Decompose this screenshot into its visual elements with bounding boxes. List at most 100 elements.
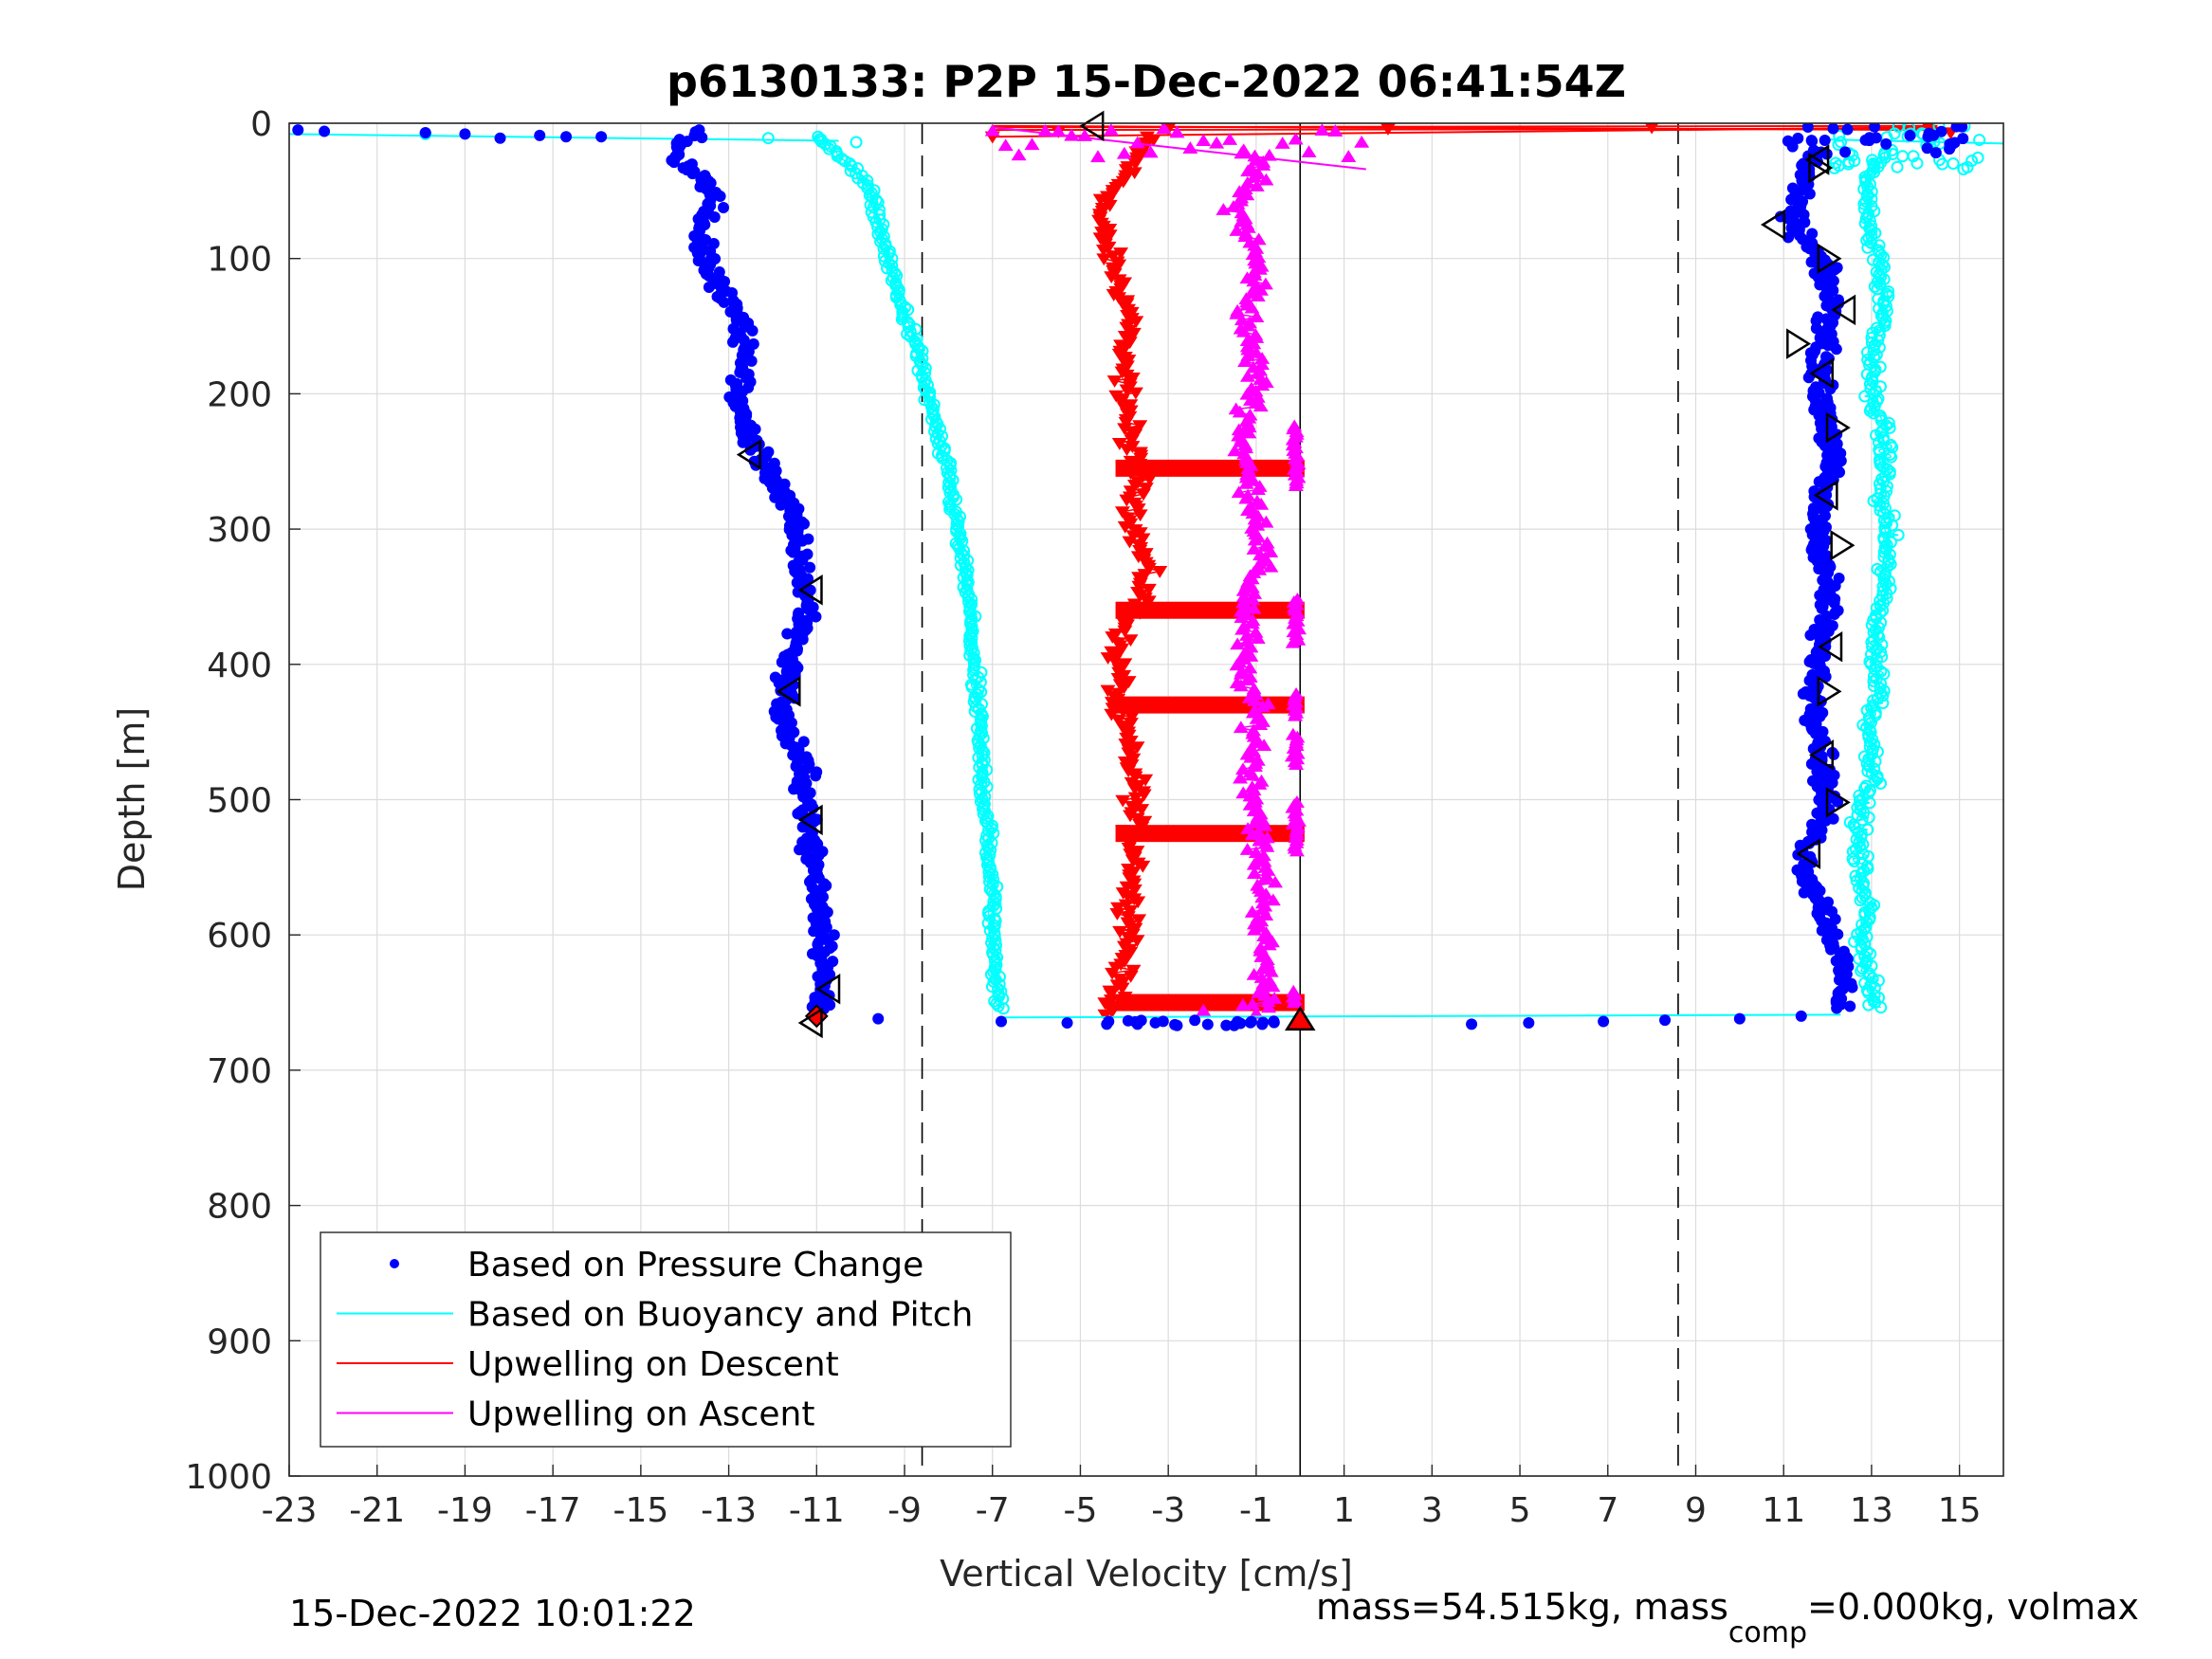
ascent-point [1259, 839, 1275, 852]
pressure-point [1870, 132, 1882, 144]
x-tick-label: 1 [1333, 1491, 1355, 1530]
buoyancy-segment [1873, 391, 1877, 394]
ascent-point [1289, 757, 1305, 770]
plot-data [289, 123, 2003, 1476]
buoyancy-point [814, 133, 828, 146]
ascent-point [1231, 485, 1247, 499]
buoyancy-segment [1878, 447, 1892, 451]
ascent-point [1256, 738, 1272, 752]
pressure-point [319, 125, 331, 137]
buoyancy-segment [1868, 790, 1872, 794]
buoyancy-segment [948, 506, 951, 510]
buoyancy-segment [1869, 661, 1872, 665]
ascent-point [1225, 199, 1241, 212]
pressure-point [595, 131, 608, 143]
buoyancy-segment [1883, 322, 1886, 326]
x-axis-label: Vertical Velocity [cm/s] [940, 1553, 1353, 1595]
ascent-point [1253, 497, 1270, 510]
x-tick-label: 11 [1762, 1491, 1805, 1530]
pressure-point [745, 355, 758, 367]
pressure-point [1956, 123, 1968, 133]
descent-point [1644, 123, 1659, 135]
pressure-point [419, 126, 431, 138]
ascent-point [1247, 533, 1263, 546]
buoyancy-segment [1874, 285, 1878, 290]
pressure-point [1829, 913, 1841, 925]
descent-point [1097, 1009, 1113, 1022]
pressure-point [1839, 146, 1852, 158]
descent-point [1117, 991, 1133, 1004]
ascent-point [1237, 355, 1253, 368]
ascent-point [1288, 479, 1304, 492]
x-tick-label: 15 [1938, 1491, 1982, 1530]
descent-point [1114, 982, 1130, 995]
pressure-point [1103, 1015, 1115, 1028]
pressure-point [1825, 943, 1837, 956]
buoyancy-point [1832, 138, 1845, 152]
pressure-point [714, 191, 726, 203]
legend-label: Based on Pressure Change [467, 1246, 923, 1285]
ascent-point [1238, 441, 1254, 454]
buoyancy-segment [1887, 563, 1892, 568]
ascent-point [1250, 483, 1266, 496]
descent-point [1096, 253, 1112, 266]
descent-point [1110, 714, 1126, 727]
ascent-point [1244, 828, 1260, 841]
event-marker [1817, 676, 1842, 707]
ascent-point [1239, 673, 1255, 685]
ascent-point [1301, 145, 1317, 158]
pressure-point [1256, 1018, 1269, 1030]
event-marker [1808, 152, 1834, 184]
y-tick-label: 400 [207, 647, 272, 685]
ascent-point [1196, 1003, 1212, 1016]
ascent-point [1254, 378, 1271, 392]
event-marker [776, 676, 801, 707]
ascent-point [1116, 146, 1132, 159]
buoyancy-point [1867, 680, 1880, 693]
buoyancy-point [1910, 156, 1924, 170]
ascent-point [1232, 405, 1248, 418]
buoyancy-segment [1873, 354, 1877, 358]
buoyancy-point [761, 132, 775, 145]
y-tick-label: 700 [207, 1052, 272, 1091]
pressure-point [1523, 1016, 1535, 1029]
x-tick-label: -23 [262, 1491, 318, 1530]
buoyancy-segment [1885, 532, 1899, 537]
ascent-point [1240, 164, 1256, 177]
ascent-point [1289, 844, 1305, 857]
pressure-point [718, 296, 730, 308]
buoyancy-segment [1854, 860, 1863, 865]
ascent-point [1209, 136, 1225, 149]
event-marker [736, 439, 761, 470]
ascent-point [1241, 420, 1257, 433]
ascent-point [1234, 611, 1250, 624]
axis-ticks: -23 -21 -19 -17 -15 -13 -11 -9 -7 -5 -3 -1 1 3 5 7 9 11 13… [185, 105, 1981, 1530]
pressure-point [1904, 129, 1916, 141]
event-marker [1808, 357, 1834, 390]
buoyancy-point [1862, 811, 1875, 824]
descent-surface-line [992, 124, 1938, 132]
ascent-point [1250, 289, 1266, 301]
pressure-point [703, 281, 715, 293]
descent-point [1152, 566, 1168, 578]
buoyancy-segment [1869, 975, 1874, 979]
ascent-point [1246, 542, 1262, 555]
pressure-point [1832, 795, 1844, 808]
pressure-point [1157, 1015, 1169, 1028]
ascent-point [1235, 324, 1252, 337]
descent-point [1132, 420, 1148, 432]
ascent-point [1241, 426, 1257, 439]
pressure-point [718, 202, 730, 214]
ascent-point [997, 138, 1014, 152]
pressure-point [1466, 1018, 1478, 1030]
pressure-point [1201, 1018, 1214, 1030]
ascent-point [1235, 583, 1252, 596]
x-tick-label: -21 [349, 1491, 405, 1530]
pressure-point [1220, 1019, 1233, 1031]
ascent-point [1230, 637, 1246, 650]
pressure-point [1819, 135, 1831, 147]
ascent-point [1216, 203, 1232, 215]
buoyancy-segment [906, 333, 911, 337]
x-tick-label: 5 [1509, 1491, 1531, 1530]
ascent-point [1238, 491, 1254, 504]
